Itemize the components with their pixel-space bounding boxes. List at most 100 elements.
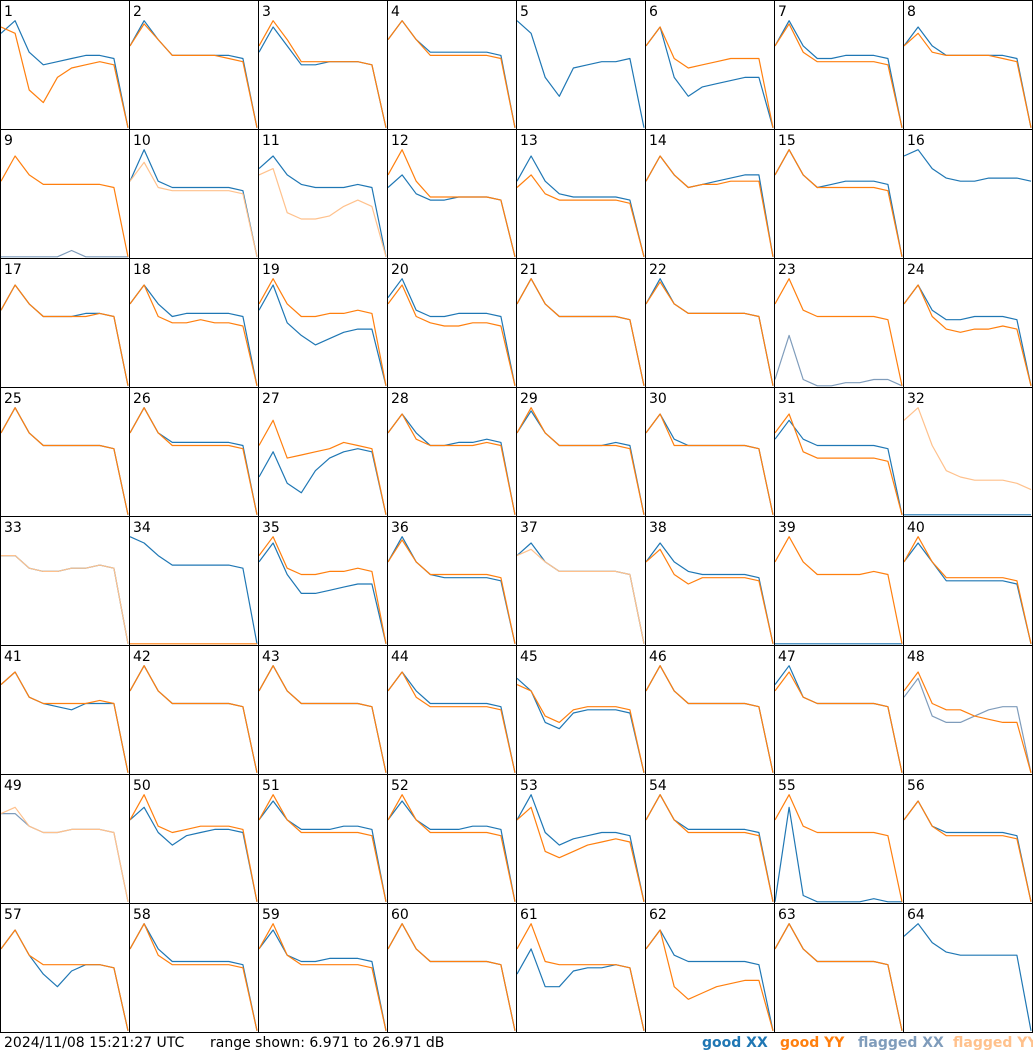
panel-label: 60 [391, 907, 409, 923]
panel-label: 42 [133, 649, 151, 665]
panel-label: 26 [133, 391, 151, 407]
panel-label: 46 [649, 649, 667, 665]
panel-label: 7 [778, 4, 787, 20]
panel-label: 28 [391, 391, 409, 407]
panel-label: 4 [391, 4, 400, 20]
spectrum-line [387, 413, 516, 515]
spectrum-line [387, 671, 516, 773]
panel-label: 1 [4, 4, 13, 20]
panel-label: 56 [907, 778, 925, 794]
spectrum-line [258, 794, 387, 902]
spectrum-line [387, 794, 516, 902]
spectrum-line [129, 161, 258, 257]
spectrum-line [774, 419, 903, 515]
spectrum-line [0, 929, 129, 1031]
spectrum-line [774, 923, 903, 1031]
spectrum-line [258, 284, 387, 386]
spectrum-line [516, 684, 645, 773]
spectrum-line [516, 923, 645, 1031]
spectrum-line [258, 448, 387, 515]
panel-label: 5 [520, 4, 529, 20]
spectrum-line [903, 923, 1032, 1031]
panel-label: 43 [262, 649, 280, 665]
spectrum-line [258, 800, 387, 902]
spectrum-line [516, 548, 645, 644]
spectrum-line [0, 407, 129, 515]
spectrum-line [387, 278, 516, 386]
spectrum-line [129, 665, 258, 773]
legend-entry: good YY [780, 1035, 845, 1051]
spectrum-line [129, 284, 258, 386]
panel-label: 23 [778, 262, 796, 278]
panel-label: 49 [4, 778, 22, 794]
panel-label: 64 [907, 907, 925, 923]
spectrum-line [645, 542, 774, 644]
panel-label: 8 [907, 4, 916, 20]
panel-label: 40 [907, 520, 925, 536]
spectrum-line [129, 923, 258, 1031]
spectrum-line [645, 929, 774, 1031]
panel-label: 45 [520, 649, 538, 665]
panel-label: 15 [778, 133, 796, 149]
spectrum-line [387, 539, 516, 644]
panel-label: 30 [649, 391, 667, 407]
spectrum-line [903, 542, 1032, 644]
panel-label: 52 [391, 778, 409, 794]
panel-label: 58 [133, 907, 151, 923]
spectrum-line [0, 284, 129, 386]
spectrum-line [258, 278, 387, 386]
spectrum-line [516, 806, 645, 902]
legend-entry: flagged XX [858, 1035, 944, 1051]
panel-label: 51 [262, 778, 280, 794]
spectrum-line [645, 413, 774, 515]
spectrum-line [903, 149, 1032, 182]
spectrum-line [774, 671, 903, 773]
spectrum-line [645, 26, 774, 128]
range-label: range shown: 6.971 to 26.971 dB [210, 1035, 444, 1051]
panel-label: 63 [778, 907, 796, 923]
spectrum-line [0, 155, 129, 257]
panel-label: 13 [520, 133, 538, 149]
panel-label: 59 [262, 907, 280, 923]
spectrum-line [516, 794, 645, 902]
spectrum-line [387, 413, 516, 515]
spectrum-line [645, 548, 774, 644]
panel-label: 39 [778, 520, 796, 536]
panel-label: 50 [133, 778, 151, 794]
panel-label: 32 [907, 391, 925, 407]
spectrum-line [129, 806, 258, 902]
legend-entry: good XX [702, 1035, 768, 1051]
spectrum-line [774, 794, 903, 902]
spectrum-line [645, 665, 774, 773]
spectrum-line [129, 536, 258, 644]
panel-label: 6 [649, 4, 658, 20]
panel-label: 12 [391, 133, 409, 149]
spectrum-line [645, 281, 774, 386]
panel-label: 24 [907, 262, 925, 278]
spectrum-line [0, 20, 129, 128]
spectrum-line [387, 284, 516, 386]
legend-entry: flagged YY [953, 1035, 1033, 1051]
spectrum-line [129, 407, 258, 515]
panel-label: 53 [520, 778, 538, 794]
spectrum-line [0, 26, 129, 128]
spectrum-line [774, 278, 903, 386]
panel-label: 36 [391, 520, 409, 536]
spectrum-line [903, 407, 1032, 491]
panel-label: 11 [262, 133, 280, 149]
panel-label: 19 [262, 262, 280, 278]
panel-label: 33 [4, 520, 22, 536]
spectrum-line [258, 419, 387, 515]
spectrum-line [903, 671, 1032, 773]
panel-label: 22 [649, 262, 667, 278]
spectrum-line [774, 334, 903, 387]
spectrum-line [903, 284, 1032, 386]
spectrum-line [774, 149, 903, 257]
spectrum-line [387, 800, 516, 902]
spectrum-line [0, 806, 129, 902]
panel-label: 29 [520, 391, 538, 407]
panel-label: 25 [4, 391, 22, 407]
panel-label: 27 [262, 391, 280, 407]
